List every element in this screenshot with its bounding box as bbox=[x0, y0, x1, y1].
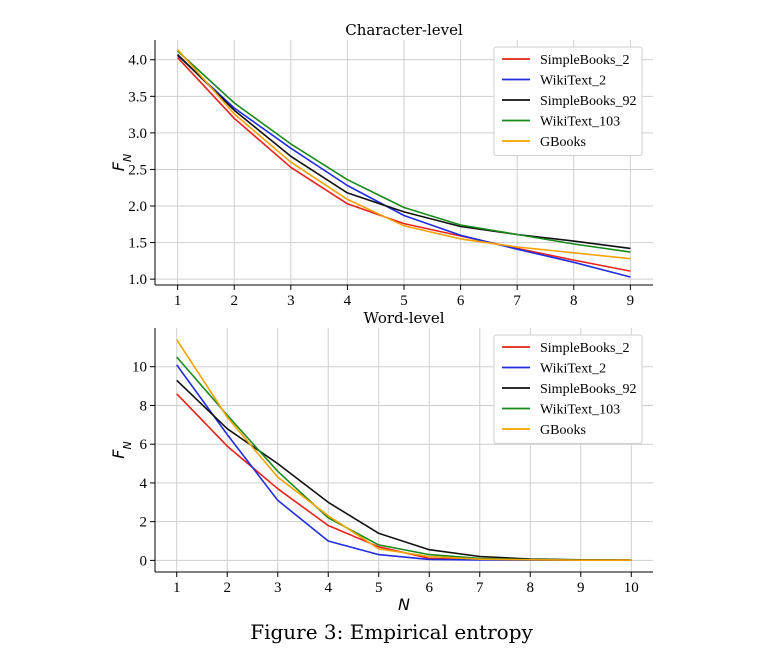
legend: SimpleBooks_2 WikiText_2 SimpleBooks_92 Wik… bbox=[493, 334, 643, 444]
y-tick-label: 3.0 bbox=[128, 126, 147, 142]
y-axis-label: FN bbox=[109, 441, 134, 458]
x-tick-label: 9 bbox=[577, 580, 585, 596]
series-line-wikitext-103 bbox=[177, 50, 631, 253]
chart-title: Character-level bbox=[345, 21, 463, 39]
x-tick-label: 5 bbox=[375, 580, 383, 596]
x-tick-label: 6 bbox=[426, 580, 434, 596]
chart-title: Word-level bbox=[363, 309, 444, 327]
y-tick-label: 4.0 bbox=[128, 53, 147, 69]
series-line-gbooks bbox=[176, 339, 632, 562]
x-tick-label: 5 bbox=[400, 293, 408, 309]
y-tick-label: 3.5 bbox=[128, 89, 147, 105]
x-tick-label: 1 bbox=[174, 293, 182, 309]
x-tick-label: 10 bbox=[624, 580, 639, 596]
legend: SimpleBooks_2 WikiText_2 SimpleBooks_92 Wik… bbox=[493, 46, 643, 156]
x-tick-label: 3 bbox=[274, 580, 282, 596]
x-tick-label: 1 bbox=[173, 580, 181, 596]
x-tick-label: 7 bbox=[513, 293, 521, 309]
series-line-simplebooks-2 bbox=[177, 57, 631, 272]
x-tick-label: 4 bbox=[324, 580, 332, 596]
legend-label: SimpleBooks_2 bbox=[540, 53, 629, 68]
x-tick-label: 6 bbox=[457, 293, 465, 309]
series-line-wikitext-2 bbox=[177, 54, 631, 278]
y-tick-label: 10 bbox=[132, 360, 147, 376]
x-tick-label: 9 bbox=[627, 293, 635, 309]
legend-box bbox=[493, 46, 643, 156]
legend-label: WikiText_2 bbox=[540, 362, 606, 377]
y-tick-label: 4 bbox=[140, 476, 148, 492]
x-tick-label: 4 bbox=[344, 293, 352, 309]
figure-caption: Figure 3: Empirical entropy bbox=[250, 620, 533, 644]
legend-label: SimpleBooks_92 bbox=[540, 94, 636, 109]
legend-label: WikiText_2 bbox=[540, 74, 606, 89]
x-tick-label: 2 bbox=[223, 580, 231, 596]
legend-label: SimpleBooks_92 bbox=[540, 382, 636, 397]
chart-panel-2: 1 2 3 4 5 6 7 8 9 10 0 2 4 6 8 10 Word-level FN N SimpleBoo… bbox=[109, 309, 653, 614]
y-tick-label: 1.0 bbox=[128, 272, 147, 288]
series-line-gbooks bbox=[176, 48, 631, 260]
legend-label: SimpleBooks_2 bbox=[540, 341, 629, 356]
legend-label: WikiText_103 bbox=[540, 115, 620, 130]
x-axis-label: N bbox=[398, 595, 410, 614]
legend-label: GBooks bbox=[540, 135, 586, 150]
x-tick-label: 3 bbox=[287, 293, 295, 309]
y-tick-label: 6 bbox=[140, 437, 148, 453]
chart-panel-1: 1 2 3 4 5 6 7 8 9 1.0 1.5 2.0 2.5 3.0 3.5 4.0 Character-… bbox=[109, 21, 653, 309]
legend-label: GBooks bbox=[540, 423, 586, 438]
series-line-simplebooks-92 bbox=[177, 54, 631, 250]
y-tick-label: 2.0 bbox=[128, 199, 147, 215]
y-tick-label: 0 bbox=[140, 553, 148, 569]
y-tick-label: 8 bbox=[140, 398, 148, 414]
x-tick-label: 7 bbox=[476, 580, 484, 596]
y-tick-label: 1.5 bbox=[128, 236, 147, 252]
legend-box bbox=[493, 334, 643, 444]
x-tick-label: 2 bbox=[230, 293, 238, 309]
x-tick-label: 8 bbox=[527, 580, 535, 596]
x-tick-label: 8 bbox=[570, 293, 578, 309]
y-tick-label: 2 bbox=[140, 515, 148, 531]
y-tick-label: 2.5 bbox=[128, 162, 147, 178]
y-axis-label: FN bbox=[109, 154, 134, 171]
legend-label: WikiText_103 bbox=[540, 403, 620, 418]
